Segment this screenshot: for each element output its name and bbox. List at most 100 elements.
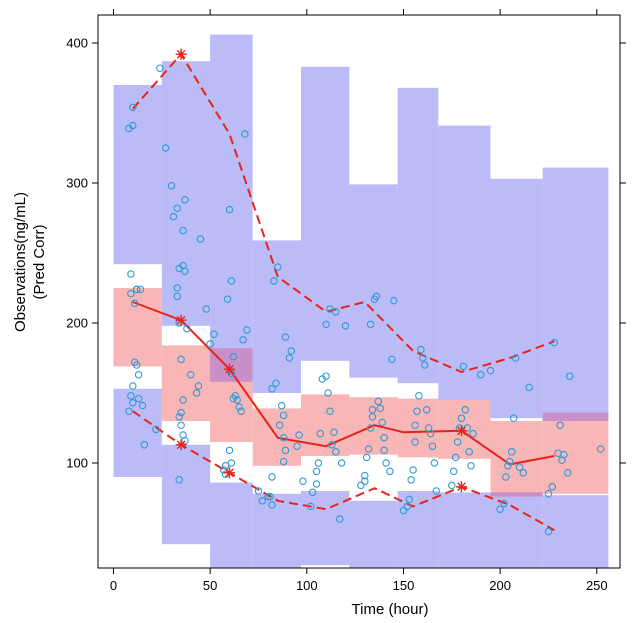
marker-stroke bbox=[176, 440, 186, 450]
observed-point bbox=[210, 330, 218, 338]
lower-pi-band bbox=[490, 492, 543, 568]
observed-point bbox=[181, 267, 189, 275]
axes: 0 50 100 150 200 250 100 200 300 400 bbox=[66, 9, 626, 593]
observed-point bbox=[192, 389, 201, 397]
observed-point bbox=[167, 182, 176, 190]
observed-point bbox=[366, 424, 375, 432]
observed-point bbox=[368, 413, 377, 421]
observed-point bbox=[457, 414, 466, 422]
observed-point bbox=[268, 385, 276, 393]
observed-point bbox=[596, 445, 605, 453]
observed-point bbox=[507, 448, 516, 456]
observed-point bbox=[233, 396, 241, 404]
observed-point bbox=[361, 471, 369, 480]
observed-point bbox=[405, 495, 414, 504]
observed-point bbox=[428, 442, 437, 450]
observed-point bbox=[183, 324, 191, 333]
observed-point bbox=[258, 497, 267, 505]
percentile-marker bbox=[223, 467, 235, 479]
percentile-marker bbox=[175, 439, 187, 451]
observed-point bbox=[129, 103, 137, 112]
observed-point bbox=[227, 459, 236, 467]
observed-point bbox=[287, 347, 296, 355]
observed-point bbox=[312, 467, 321, 476]
observed-point bbox=[430, 459, 439, 467]
observed-point bbox=[477, 371, 485, 379]
observed-point bbox=[403, 502, 412, 511]
y-tick-label: 300 bbox=[66, 176, 88, 191]
observed-point bbox=[281, 446, 290, 455]
observed-point bbox=[422, 406, 431, 414]
observed-point bbox=[181, 196, 189, 204]
observed-point bbox=[299, 477, 307, 485]
observed-median-line bbox=[132, 301, 555, 466]
observed-point bbox=[316, 429, 325, 438]
observed-point bbox=[564, 469, 572, 477]
observed-point bbox=[515, 463, 524, 471]
observed-upper-percentile-line bbox=[132, 52, 555, 374]
observed-point bbox=[506, 457, 514, 466]
observed-point bbox=[451, 453, 460, 462]
observed-point bbox=[380, 434, 388, 442]
observed-point bbox=[134, 371, 143, 379]
observed-point bbox=[179, 396, 187, 404]
marker-stroke bbox=[457, 482, 466, 492]
observed-point bbox=[525, 383, 533, 392]
observed-point bbox=[225, 205, 234, 214]
observed-point bbox=[127, 392, 135, 400]
observed-point bbox=[376, 404, 385, 413]
observed-point bbox=[223, 295, 232, 303]
observed-point bbox=[140, 441, 149, 449]
observed-point bbox=[378, 418, 386, 427]
observed-point bbox=[500, 499, 508, 508]
x-axis-title: Time (hour) bbox=[352, 601, 429, 618]
observed-point bbox=[243, 326, 251, 334]
observed-point bbox=[264, 492, 272, 501]
observed-point bbox=[156, 64, 164, 72]
observed-point bbox=[196, 235, 205, 243]
observed-point bbox=[366, 320, 375, 329]
observed-point bbox=[550, 338, 559, 347]
marker-stroke bbox=[457, 426, 466, 436]
observed-point bbox=[229, 352, 238, 361]
median-pi-band bbox=[542, 412, 609, 494]
observed-point bbox=[173, 284, 182, 292]
upper-pi-band bbox=[438, 125, 491, 400]
observed-point bbox=[173, 204, 182, 212]
observed-point bbox=[177, 355, 185, 364]
x-tick-label: 250 bbox=[586, 578, 608, 593]
observed-point bbox=[127, 289, 135, 298]
observed-point bbox=[461, 406, 470, 414]
observed-point bbox=[281, 333, 290, 341]
percentile-marker bbox=[455, 481, 467, 493]
observed-point bbox=[465, 448, 473, 456]
observed-point bbox=[558, 456, 566, 464]
observed-point bbox=[127, 270, 135, 278]
observed-point bbox=[357, 481, 365, 490]
lower-pi-band bbox=[349, 500, 398, 568]
observed-point bbox=[407, 476, 415, 484]
observed-point bbox=[328, 441, 336, 449]
observed-point bbox=[279, 457, 288, 466]
observed-point bbox=[241, 130, 249, 138]
observed-point bbox=[390, 296, 398, 305]
observed-point bbox=[132, 285, 141, 294]
observed-point bbox=[125, 407, 133, 415]
observed-point bbox=[306, 502, 315, 511]
observed-point bbox=[332, 308, 340, 316]
percentile-marker bbox=[175, 48, 187, 60]
upper-pi-band bbox=[252, 240, 301, 393]
overlap-band bbox=[490, 492, 543, 497]
y-tick-label: 400 bbox=[66, 36, 88, 51]
percentile-marker bbox=[223, 363, 235, 375]
percentile-marker bbox=[175, 314, 187, 326]
observed-point bbox=[169, 212, 178, 221]
observed-point bbox=[324, 389, 332, 397]
observed-point bbox=[268, 473, 276, 481]
observed-point bbox=[386, 467, 394, 476]
observed-point bbox=[448, 481, 456, 490]
observed-point bbox=[272, 379, 280, 387]
observed-point bbox=[362, 453, 371, 462]
observed-point bbox=[275, 421, 284, 429]
y-tick-label: 100 bbox=[66, 456, 88, 471]
